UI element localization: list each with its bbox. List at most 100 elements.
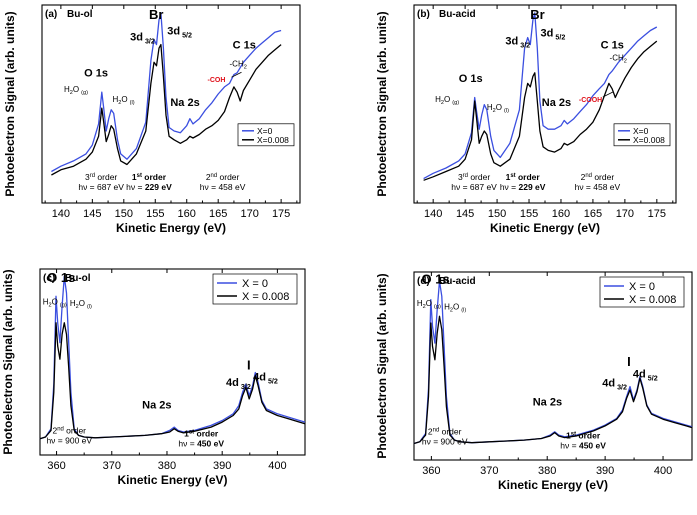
legend-entry-a-0: X=0 <box>257 126 273 136</box>
x-tick-label-a-2: 150 <box>115 208 133 220</box>
order-label-first-b: 1st order <box>506 172 541 182</box>
sample-label-b: Bu-acid <box>439 9 476 20</box>
func-arrow-b <box>602 91 614 98</box>
peak-label-h2ol-b: H2O (l) <box>487 103 509 114</box>
series-line-b-1 <box>423 40 658 181</box>
panel-label-c: (c) <box>43 273 55 284</box>
peak-label-h2og-b: H2O (g) <box>435 95 459 106</box>
x-tick-label-a-6: 170 <box>240 208 258 220</box>
order-label-third-b: 3rd order <box>458 172 490 182</box>
x-tick-label-b-0: 140 <box>424 208 442 220</box>
peak-label-func-b: -COOH <box>579 97 602 104</box>
peak-label-na2s-d: Na 2s <box>533 396 562 408</box>
peak-label-c1s-a: C 1s <box>233 40 256 52</box>
sample-label-a: Bu-ol <box>67 9 93 20</box>
peak-label-ch2-a: -CH2 <box>230 59 247 70</box>
legend-entry-c-0: X = 0 <box>242 278 268 290</box>
peak-label-na2s-c: Na 2s <box>142 400 171 412</box>
peak-label-c1s-b: C 1s <box>601 40 624 52</box>
peak-label-h2og-c: H2O (g) <box>43 297 67 308</box>
peak-label-d52-b: 3d 5/2 <box>541 28 566 42</box>
sample-label-d: Bu-acid <box>439 276 476 287</box>
peak-label-d32-b: 3d 3/2 <box>505 36 530 50</box>
peak-label-func-a: -COH <box>207 77 225 84</box>
order-label-third-a: 3rd order <box>85 172 117 182</box>
peak-label-d32-a: 3d 3/2 <box>130 32 155 46</box>
legend-box-c <box>212 273 298 305</box>
peak-label-ch2-b: -CH2 <box>610 53 627 64</box>
peak-label-d52-d: 4d 5/2 <box>633 368 658 382</box>
panel-label-b: (b) <box>417 9 430 20</box>
peak-label-h2ol-d: H2O (l) <box>444 303 466 314</box>
x-axis-title-b: Kinetic Energy (eV) <box>490 221 600 235</box>
peak-label-d32-c: 4d 3/2 <box>226 377 251 391</box>
order-hv-second-a: hν = 458 eV <box>200 182 246 192</box>
x-axis-title-a: Kinetic Energy (eV) <box>116 221 226 235</box>
peak-label-o1s-b: O 1s <box>459 73 483 85</box>
peak-label-h2ol-a: H2O (l) <box>112 95 134 106</box>
order-label-second-b: 2nd order <box>581 172 615 182</box>
legend-entry-c-1: X = 0.008 <box>242 291 289 303</box>
order-hv-third-b: hν = 687 eV <box>451 182 497 192</box>
x-tick-label-c-0: 360 <box>47 460 65 472</box>
x-tick-label-a-0: 140 <box>52 208 70 220</box>
order-hv-first-d: hν = 450 eV <box>560 440 606 450</box>
sample-label-c: Bu-ol <box>65 273 91 284</box>
peak-label-d52-c: 4d 5/2 <box>253 372 278 386</box>
x-tick-label-d-3: 390 <box>596 465 614 477</box>
peak-label-o1s-d: O 1s <box>422 271 450 286</box>
x-tick-label-b-4: 160 <box>552 208 570 220</box>
legend-box-d <box>599 276 685 308</box>
peak-label-br-a: Br <box>149 7 163 22</box>
plot-frame-d <box>413 271 693 461</box>
x-tick-label-b-1: 145 <box>456 208 474 220</box>
order-hv-first-b: hν = 229 eV <box>500 182 546 192</box>
chart-panel-b: 140 145 150 155 160 165 170 175 Kinetic Energy (… <box>375 4 677 235</box>
order-label-first-d: 1st order <box>566 430 601 440</box>
x-tick-label-c-2: 380 <box>158 460 176 472</box>
series-line-c-0 <box>39 275 306 440</box>
x-tick-label-d-2: 380 <box>538 465 556 477</box>
peak-label-d52-a: 3d 5/2 <box>167 26 192 40</box>
order-hv-second-b: hν = 458 eV <box>575 182 621 192</box>
order-label-second-a: 2nd order <box>206 172 240 182</box>
series-line-d-1 <box>413 315 693 445</box>
panel-label-a: (a) <box>45 9 57 20</box>
series-line-b-0 <box>423 12 658 180</box>
x-tick-label-b-5: 165 <box>584 208 602 220</box>
order-hv-second-d: hν = 900 eV <box>422 437 468 447</box>
peak-label-iodine-d: I <box>627 354 631 369</box>
series-line-c-1 <box>39 322 306 440</box>
x-tick-label-d-1: 370 <box>480 465 498 477</box>
series-line-a-1 <box>51 43 282 176</box>
x-tick-label-a-7: 175 <box>272 208 290 220</box>
chart-panel-c: 360 370 380 390 400 Kinetic Energy (eV) Photoe… <box>1 268 306 487</box>
chart-panel-a: 140 145 150 155 160 165 170 175 Kinetic Energy (… <box>3 4 301 235</box>
order-hv-third-a: hν = 687 eV <box>78 182 124 192</box>
order-label-second-c: 2nd order <box>52 426 86 436</box>
plot-frame-c <box>39 268 306 456</box>
y-axis-title-a: Photoelectron Signal (arb. units) <box>3 11 17 196</box>
peak-label-o1s-a: O 1s <box>84 67 108 79</box>
x-tick-label-a-1: 145 <box>83 208 101 220</box>
x-axis-title-c: Kinetic Energy (eV) <box>117 473 227 487</box>
legend-entry-d-1: X = 0.008 <box>629 294 676 306</box>
x-tick-label-b-7: 175 <box>648 208 666 220</box>
series-line-a-0 <box>51 12 282 173</box>
peak-label-na2s-a: Na 2s <box>170 97 199 109</box>
x-tick-label-b-6: 170 <box>616 208 634 220</box>
x-tick-label-b-3: 155 <box>520 208 538 220</box>
x-tick-label-c-4: 400 <box>268 460 286 472</box>
order-hv-second-c: hν = 900 eV <box>46 436 92 446</box>
peak-label-h2og-a: H2O (g) <box>64 85 88 96</box>
peak-label-o1s-c: O 1s <box>47 270 75 285</box>
order-label-first-a: 1st order <box>132 172 167 182</box>
legend-entry-d-0: X = 0 <box>629 281 655 293</box>
func-arrow-a <box>231 71 242 78</box>
y-axis-title-c: Photoelectron Signal (arb. units) <box>1 269 15 454</box>
x-tick-label-a-3: 155 <box>146 208 164 220</box>
y-axis-title-b: Photoelectron Signal (arb. units) <box>375 11 389 196</box>
peak-label-na2s-b: Na 2s <box>542 97 571 109</box>
